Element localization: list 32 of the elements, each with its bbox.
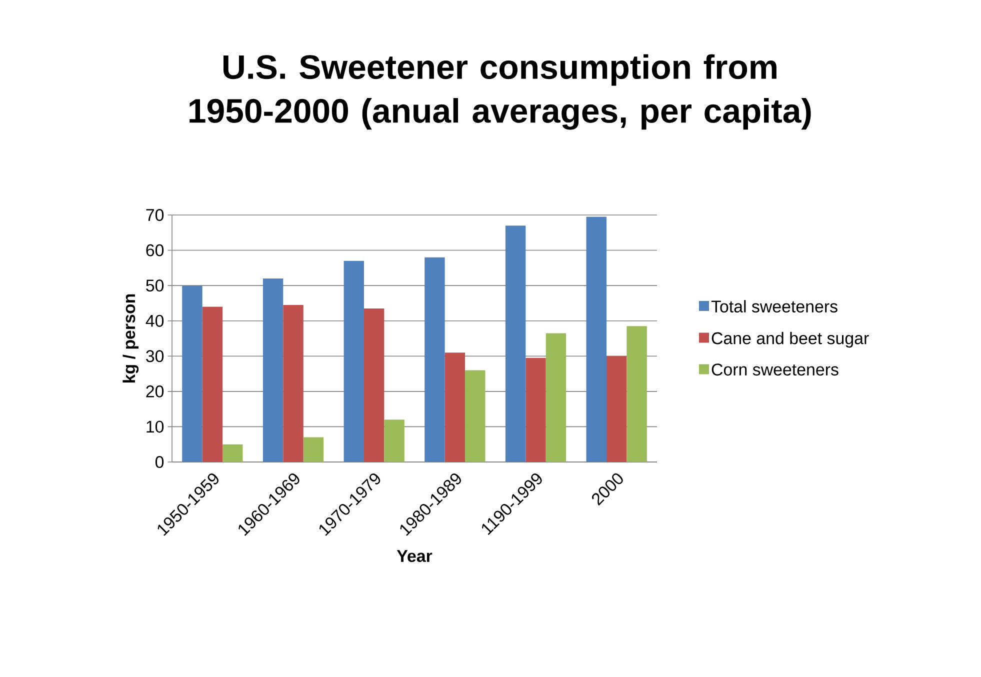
y-tick-label: 20 <box>146 385 164 398</box>
bar <box>262 278 284 462</box>
bar <box>526 358 546 462</box>
bar <box>465 370 486 462</box>
bar <box>222 444 243 462</box>
bar <box>202 306 223 462</box>
bar <box>424 257 445 462</box>
legend-label: Corn sweeteners <box>712 364 838 376</box>
y-axis-title: kg / person <box>122 294 139 382</box>
y-tick-label: 70 <box>146 208 164 221</box>
bar <box>586 216 606 462</box>
chart-title: U.S. Sweetener consumption from 1950-2000 (anual averages, per capita) <box>190 54 811 130</box>
y-tick-label: 0 <box>155 456 164 468</box>
bar <box>303 437 324 462</box>
bar <box>344 260 364 462</box>
bar <box>606 356 627 462</box>
bar <box>546 333 566 462</box>
y-tick-label: 50 <box>146 280 164 292</box>
y-tick-label: 60 <box>146 244 164 256</box>
legend-label: Total sweeteners <box>711 300 838 313</box>
y-tick-label: 10 <box>146 420 164 433</box>
bar <box>364 308 384 462</box>
bar <box>626 326 647 462</box>
bar <box>384 420 404 462</box>
bar <box>182 286 202 462</box>
bar <box>505 226 526 462</box>
y-tick-label: 30 <box>146 350 164 362</box>
legend-label: Cane and beet sugar <box>712 332 869 348</box>
bar <box>283 304 304 462</box>
x-axis-title: Year <box>396 550 432 562</box>
bar <box>444 352 466 462</box>
y-tick-label: 40 <box>146 314 164 327</box>
